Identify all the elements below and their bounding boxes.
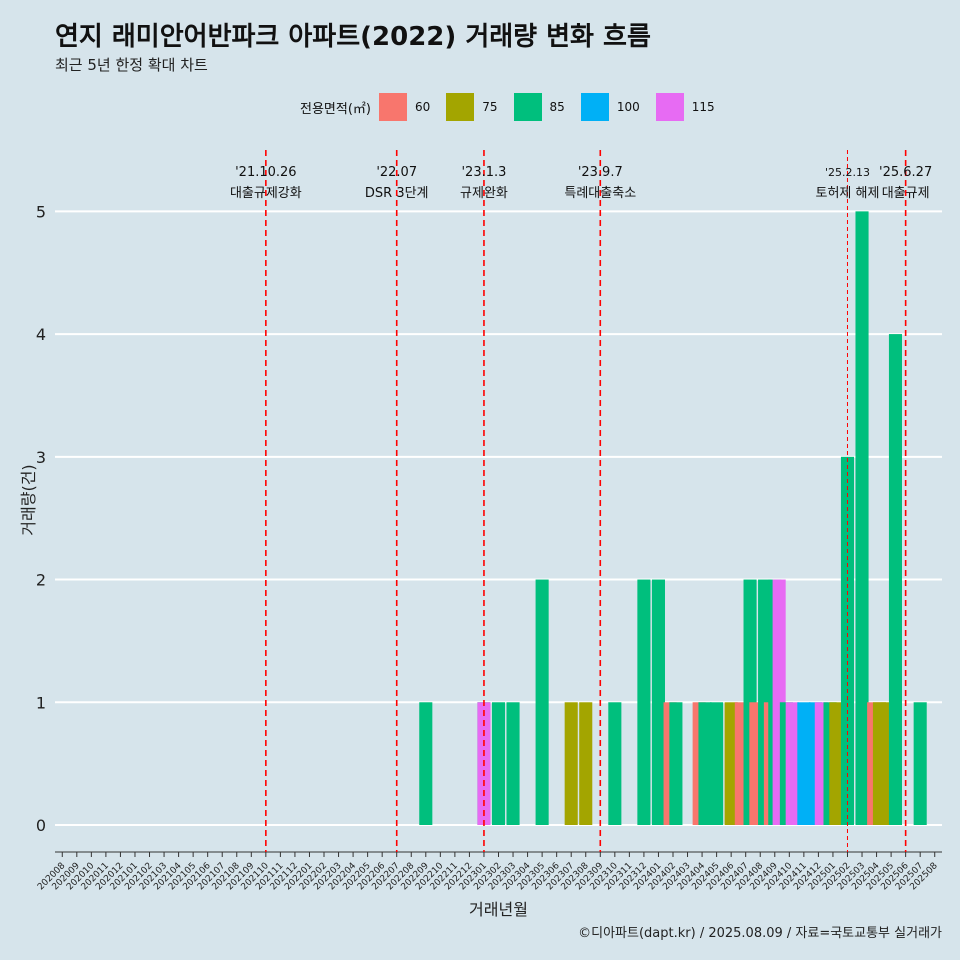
y-tick-label-2: 2 — [36, 571, 46, 590]
legend-item-75: 75 — [446, 93, 509, 121]
event-date-202110: '21.10.26 — [235, 165, 296, 180]
legend-label-115: 115 — [691, 100, 715, 114]
bar-202501-75 — [829, 702, 843, 825]
event-label-202506: 대출규제 — [882, 186, 930, 201]
legend-label-75: 75 — [482, 100, 498, 114]
bar-202411-100 — [797, 702, 811, 825]
legend-label-100: 100 — [616, 100, 640, 114]
y-tick-label-1: 1 — [36, 693, 46, 712]
event-date-202502: '25.2.13 — [825, 166, 870, 179]
event-date-202301: '23.1.3 — [461, 165, 506, 180]
event-label-202309: 특례대출축소 — [564, 186, 636, 201]
bar-202503-85 — [855, 211, 869, 825]
legend-label-60: 60 — [414, 100, 431, 114]
event-label-202301: 규제완화 — [460, 186, 508, 201]
source-caption: ©디아파트(dapt.kr) / 2025.08.09 / 자료=국토교통부 실… — [578, 926, 942, 941]
event-label-202207: DSR 3단계 — [365, 186, 429, 201]
legend-swatch-115 — [655, 93, 684, 121]
legend: 전용면적(㎡) 60 75 85 100 115 — [300, 93, 731, 121]
bar-202404-85 — [698, 702, 712, 825]
event-date-202506: '25.6.27 — [879, 165, 932, 180]
chart-subtitle: 최근 5년 한정 확대 차트 — [55, 56, 208, 74]
y-tick-label-0: 0 — [36, 816, 46, 835]
legend-item-60: 60 — [378, 93, 442, 121]
bar-202505-85 — [888, 334, 903, 825]
legend-swatch-60 — [378, 93, 407, 121]
y-tick-label-3: 3 — [36, 448, 46, 467]
event-label-202502: 토허제 해제 — [816, 186, 880, 201]
bar-202507-85 — [913, 702, 927, 825]
legend-label-85: 85 — [549, 100, 565, 114]
bar-202312-85 — [637, 579, 651, 825]
legend-swatch-100 — [580, 93, 609, 121]
bar-202302-85 — [491, 702, 506, 825]
bar-202209-85 — [419, 702, 433, 825]
y-tick-label-5: 5 — [36, 202, 46, 221]
event-label-202110: 대출규제강화 — [230, 186, 302, 201]
legend-item-85: 85 — [513, 93, 577, 121]
bar-202310-85 — [608, 702, 622, 825]
event-date-202207: '22.07 — [376, 165, 417, 180]
legend-swatch-75 — [446, 93, 475, 121]
legend-item-100: 100 — [580, 93, 652, 121]
bar-202410-115 — [785, 702, 799, 825]
y-axis-title: 거래량(건) — [19, 464, 38, 535]
bar-202308-75 — [579, 702, 593, 825]
bar-202406-75 — [724, 702, 738, 825]
bar-202305-85 — [535, 579, 549, 825]
y-tick-label-4: 4 — [36, 325, 46, 344]
bar-202405-85 — [710, 702, 724, 825]
bar-202303-85 — [506, 702, 520, 825]
legend-swatch-85 — [513, 93, 542, 121]
legend-title: 전용면적(㎡) — [300, 101, 371, 117]
event-date-202309: '23.9.7 — [578, 165, 623, 180]
x-axis-title: 거래년월 — [469, 900, 528, 919]
bar-202401-85 — [651, 579, 665, 825]
chart-title: 연지 래미안어반파크 아파트(2022) 거래량 변화 흐름 — [55, 22, 651, 52]
legend-item-115: 115 — [655, 93, 727, 121]
bar-202307-75 — [564, 702, 578, 825]
bar-202402-85 — [669, 702, 683, 825]
